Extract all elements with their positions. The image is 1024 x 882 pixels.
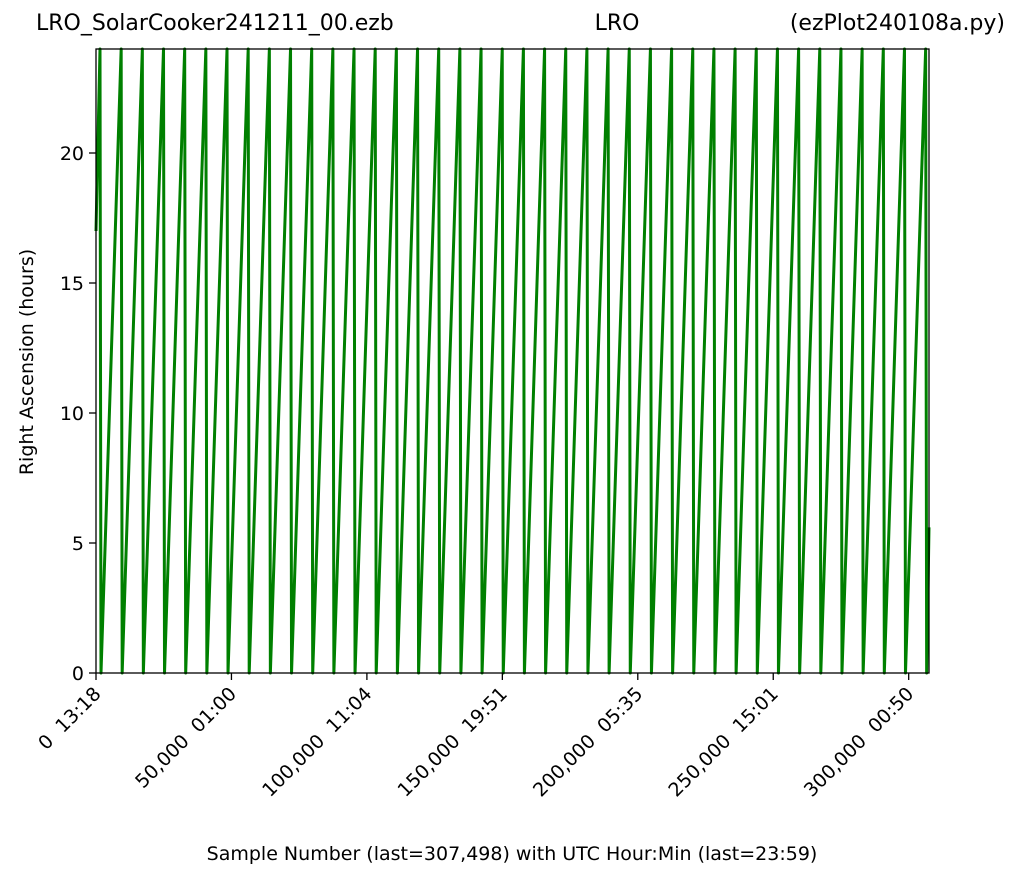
- x-tick-label: 200,000 05:35: [529, 683, 647, 801]
- x-tick-label: 250,000 15:01: [664, 683, 782, 801]
- x-tick-label: 50,000 01:00: [131, 683, 241, 793]
- y-tick-label: 5: [72, 533, 84, 555]
- x-tick-label: 300,000 00:50: [800, 683, 918, 801]
- chart-title-left: LRO_SolarCooker241211_00.ezb: [36, 11, 394, 36]
- data-line: [94, 47, 931, 675]
- x-tick-label: 100,000 11:04: [258, 683, 376, 801]
- y-tick-label: 0: [72, 663, 84, 685]
- x-axis-label: Sample Number (last=307,498) with UTC Ho…: [207, 843, 818, 865]
- x-tick-label: 0 13:18: [34, 683, 105, 754]
- y-tick-label: 20: [60, 143, 84, 165]
- chart-title-right: (ezPlot240108a.py): [790, 11, 1005, 36]
- y-tick-label: 10: [60, 403, 84, 425]
- y-tick-label: 15: [60, 273, 84, 295]
- plot-frame: [95, 48, 930, 674]
- y-axis-label: Right Ascension (hours): [16, 249, 38, 475]
- chart-title: LRO: [595, 11, 640, 36]
- x-tick-label: 150,000 19:51: [394, 683, 512, 801]
